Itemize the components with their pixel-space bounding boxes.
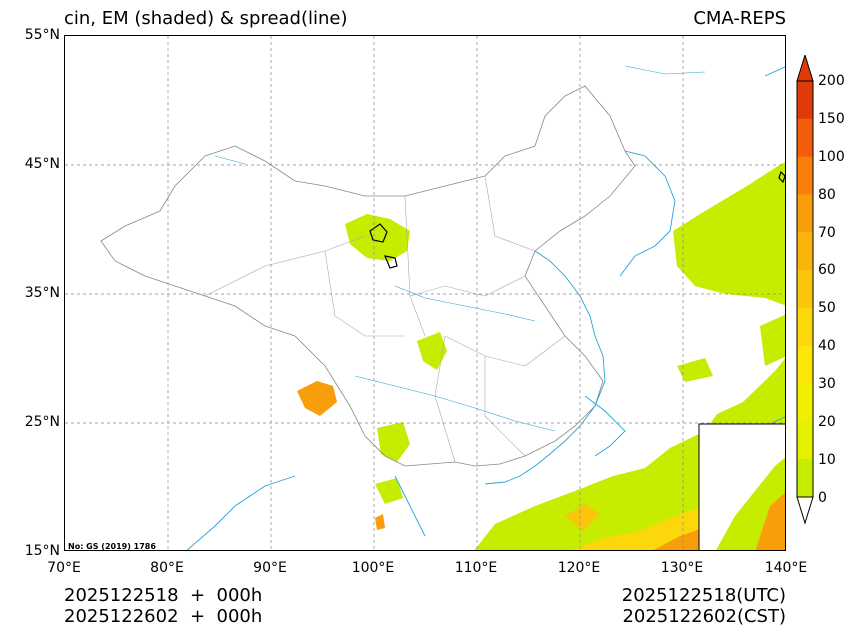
china-border [100, 85, 636, 467]
shade-east-sea-strip [760, 314, 785, 366]
shade-myanmar [375, 478, 403, 504]
colorbar-label-20: 20 [818, 414, 836, 430]
colorbar-step [797, 421, 813, 460]
lat-label-55: 55°N [24, 27, 60, 43]
shade-yunnan [377, 422, 410, 462]
colorbar-steps [797, 81, 813, 498]
colorbar-step [797, 81, 813, 120]
lon-label-140: 140°E [764, 560, 808, 576]
colorbar [796, 55, 814, 525]
colorbar-step [797, 156, 813, 195]
footer-left-line1: 2025122518 + 000h [64, 585, 263, 606]
colorbar-step [797, 345, 813, 385]
shade-sichuan [417, 332, 447, 370]
lat-label-35: 35°N [24, 285, 60, 301]
colorbar-top-arrow [796, 55, 814, 82]
spread-contour-3 [778, 170, 785, 184]
shade-tibet-orange [297, 381, 337, 416]
lon-label-100: 100°E [351, 560, 395, 576]
shade-hexi [345, 214, 410, 261]
footer-left-line2: 2025122602 + 000h [64, 606, 263, 627]
lon-label-80: 80°E [150, 560, 184, 576]
colorbar-label-60: 60 [818, 262, 836, 278]
spread-contour-2 [384, 255, 398, 269]
colorbar-label-0: 0 [818, 490, 827, 506]
colorbar-step [797, 270, 813, 309]
colorbar-step [797, 118, 813, 158]
footer-right-line2: 2025122602(CST) [622, 606, 786, 627]
india-coast [186, 475, 426, 550]
colorbar-label-100: 100 [818, 149, 845, 165]
model-name: CMA-REPS [693, 8, 786, 29]
lat-label-15: 15°N [24, 543, 60, 559]
shade-bay-orange [375, 514, 385, 530]
map-title: cin, EM (shaded) & spread(line) [64, 8, 348, 29]
colorbar-label-150: 150 [818, 111, 845, 127]
colorbar-label-200: 200 [818, 73, 845, 89]
lon-label-120: 120°E [557, 560, 601, 576]
river-lines [214, 65, 706, 432]
colorbar-label-30: 30 [818, 376, 836, 392]
footer-right: 2025122518(UTC) 2025122602(CST) [622, 585, 786, 627]
map-plot-area [64, 35, 786, 551]
inset-shade-orange [755, 492, 785, 550]
colorbar-label-70: 70 [818, 225, 836, 241]
lat-label-25: 25°N [24, 414, 60, 430]
lon-label-130: 130°E [660, 560, 704, 576]
colorbar-step [797, 232, 813, 271]
colorbar-step [797, 194, 813, 233]
spread-contours [369, 170, 785, 269]
lon-label-70: 70°E [47, 560, 81, 576]
colorbar-label-10: 10 [818, 452, 836, 468]
map-approval-note: No: GS (2019) 1786 [68, 542, 156, 551]
colorbar-label-40: 40 [818, 338, 836, 354]
lat-label-45: 45°N [24, 156, 60, 172]
colorbar-label-50: 50 [818, 300, 836, 316]
lon-label-90: 90°E [253, 560, 287, 576]
colorbar-label-80: 80 [818, 187, 836, 203]
colorbar-step [797, 383, 813, 422]
colorbar-bottom-arrow [796, 496, 814, 525]
footer-left: 2025122518 + 000h 2025122602 + 000h [64, 585, 262, 627]
boundaries [100, 65, 785, 550]
shade-taiwan [565, 504, 600, 531]
coastline [484, 66, 785, 485]
spread-contour-1 [369, 223, 388, 243]
grid-lines [65, 36, 785, 550]
footer-right-line1: 2025122518(UTC) [621, 585, 786, 606]
lon-label-110: 110°E [454, 560, 498, 576]
colorbar-step [797, 459, 813, 498]
map-canvas [65, 36, 785, 550]
shade-northeast [673, 162, 785, 306]
shade-yellow-sea [677, 358, 713, 382]
colorbar-step [797, 307, 813, 347]
